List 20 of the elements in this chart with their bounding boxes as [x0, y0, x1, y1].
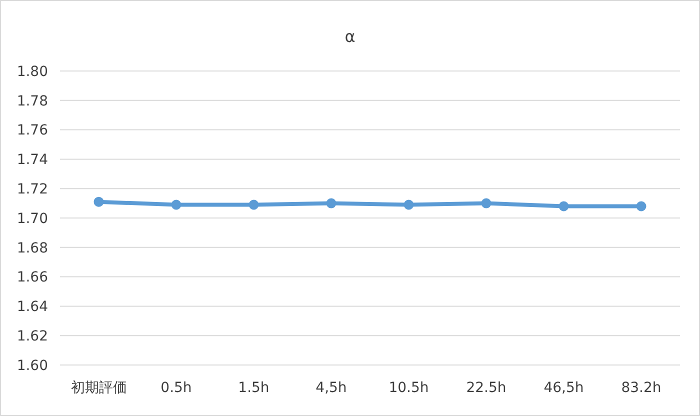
y-tick-label: 1.76 [16, 122, 48, 139]
y-tick-label: 1.72 [16, 182, 48, 198]
x-tick-label: 46,5h [544, 380, 584, 396]
y-tick-label: 1.62 [16, 328, 48, 344]
x-tick-label: 1.5h [238, 380, 270, 396]
x-tick-label: 83.2h [621, 380, 662, 396]
x-tick-label: 22.5h [466, 380, 506, 396]
y-tick-label: 1.80 [16, 64, 48, 80]
y-tick-label: 1.68 [16, 240, 48, 256]
y-tick-label: 1.74 [16, 152, 48, 168]
y-tick-label: 1.64 [16, 299, 48, 316]
x-tick-label: 0.5h [160, 380, 192, 396]
y-tick-label: 1.78 [16, 93, 48, 110]
y-tick-label: 1.70 [16, 210, 48, 227]
y-tick-label: 1.60 [16, 358, 48, 374]
x-tick-label: 4,5h [316, 380, 347, 396]
chart-title: α [344, 27, 356, 46]
x-tick-label: 10.5h [388, 380, 429, 396]
x-tick-label: 初期評価 [70, 380, 127, 396]
y-tick-label: 1.66 [16, 270, 48, 286]
